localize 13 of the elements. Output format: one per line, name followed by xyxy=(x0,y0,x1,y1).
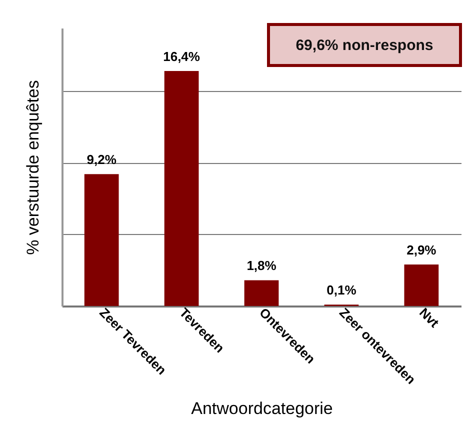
data-label: 9,2% xyxy=(86,152,117,168)
x-axis-title: Antwoordcategorie xyxy=(191,398,333,418)
bar xyxy=(404,264,439,306)
y-axis-title: % verstuurde enquêtes xyxy=(24,80,42,255)
bar xyxy=(84,174,119,306)
note-box: 69,6% non-respons xyxy=(267,23,462,67)
data-label: 1,8% xyxy=(246,258,277,274)
bar xyxy=(244,280,279,306)
data-label: 16,4% xyxy=(163,48,200,64)
x-tick-label: Nvt xyxy=(416,304,442,331)
data-label: 0,1% xyxy=(326,282,357,298)
bar xyxy=(164,70,199,306)
data-label: 2,9% xyxy=(406,242,437,258)
